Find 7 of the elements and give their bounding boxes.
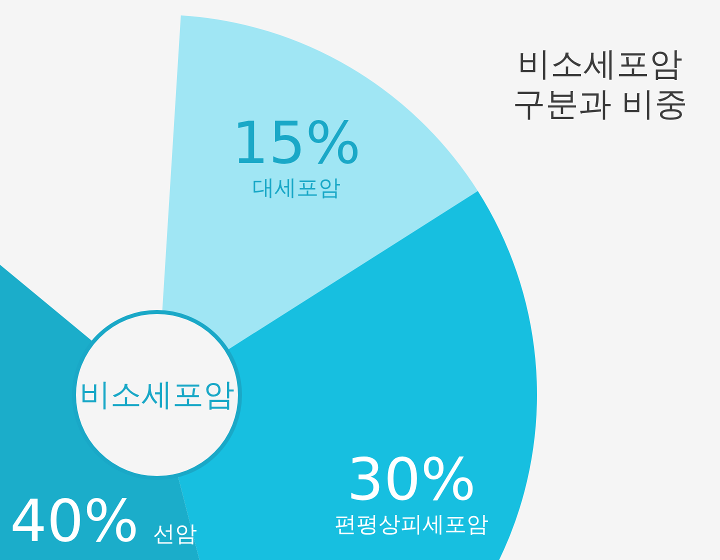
data-label: 15% <box>232 109 361 178</box>
slice-label: 편평상피세포암 <box>334 512 488 538</box>
text: 비소세포암 구분과 비중 <box>511 44 689 124</box>
slice-label: 선암 <box>152 522 197 548</box>
slice-label: 대세포암 <box>252 176 340 202</box>
data-label: 40% <box>10 487 139 556</box>
data-label: 30% <box>346 445 476 514</box>
